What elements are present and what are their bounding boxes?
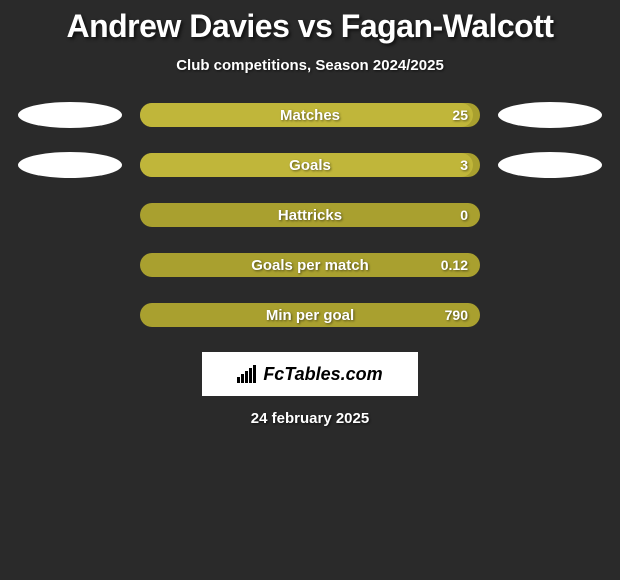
stat-label: Goals per match xyxy=(251,257,369,274)
stat-row: Goals 3 xyxy=(0,152,620,178)
stat-value: 25 xyxy=(452,107,468,123)
left-ellipse-icon xyxy=(18,102,122,128)
logo-box[interactable]: FcTables.com xyxy=(202,352,418,396)
stat-row: Matches 25 xyxy=(0,102,620,128)
right-ellipse-icon xyxy=(498,102,602,128)
ellipse-placeholder xyxy=(18,252,122,278)
bars-icon xyxy=(237,365,259,383)
stat-bar: Min per goal 790 xyxy=(140,303,480,327)
ellipse-placeholder xyxy=(498,302,602,328)
page-subtitle: Club competitions, Season 2024/2025 xyxy=(0,57,620,74)
left-ellipse-icon xyxy=(18,152,122,178)
date-label: 24 february 2025 xyxy=(0,410,620,427)
stat-label: Hattricks xyxy=(278,207,342,224)
stat-bar: Matches 25 xyxy=(140,103,480,127)
stat-value: 0 xyxy=(460,207,468,223)
logo-text: FcTables.com xyxy=(237,364,382,385)
stat-bar: Goals per match 0.12 xyxy=(140,253,480,277)
stat-label: Goals xyxy=(289,157,331,174)
stat-label: Min per goal xyxy=(266,307,354,324)
stat-value: 790 xyxy=(445,307,468,323)
right-ellipse-icon xyxy=(498,152,602,178)
stat-bar: Hattricks 0 xyxy=(140,203,480,227)
ellipse-placeholder xyxy=(18,302,122,328)
logo-label: FcTables.com xyxy=(263,364,382,385)
comparison-card: Andrew Davies vs Fagan-Walcott Club comp… xyxy=(0,0,620,427)
stat-bar: Goals 3 xyxy=(140,153,480,177)
stat-row: Hattricks 0 xyxy=(0,202,620,228)
page-title: Andrew Davies vs Fagan-Walcott xyxy=(0,8,620,45)
stat-rows: Matches 25 Goals 3 Hattricks 0 Goals per match… xyxy=(0,102,620,328)
stat-value: 3 xyxy=(460,157,468,173)
ellipse-placeholder xyxy=(498,202,602,228)
stat-row: Min per goal 790 xyxy=(0,302,620,328)
stat-value: 0.12 xyxy=(441,257,468,273)
ellipse-placeholder xyxy=(498,252,602,278)
stat-label: Matches xyxy=(280,107,340,124)
stat-row: Goals per match 0.12 xyxy=(0,252,620,278)
ellipse-placeholder xyxy=(18,202,122,228)
